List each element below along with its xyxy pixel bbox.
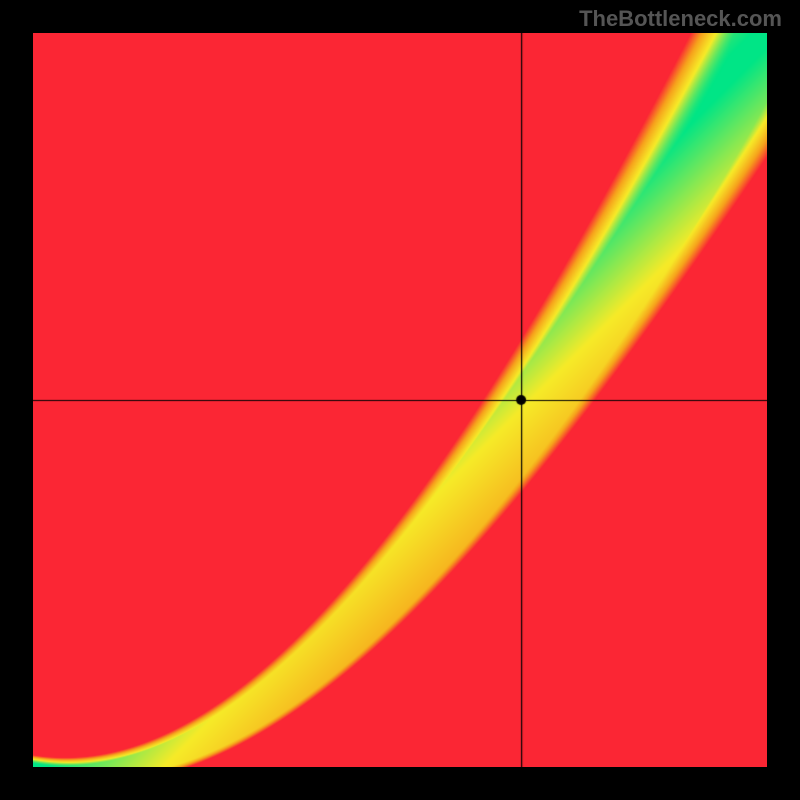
heatmap-plot <box>33 33 767 767</box>
chart-container: TheBottleneck.com <box>0 0 800 800</box>
watermark-text: TheBottleneck.com <box>579 6 782 32</box>
heatmap-canvas <box>33 33 767 767</box>
